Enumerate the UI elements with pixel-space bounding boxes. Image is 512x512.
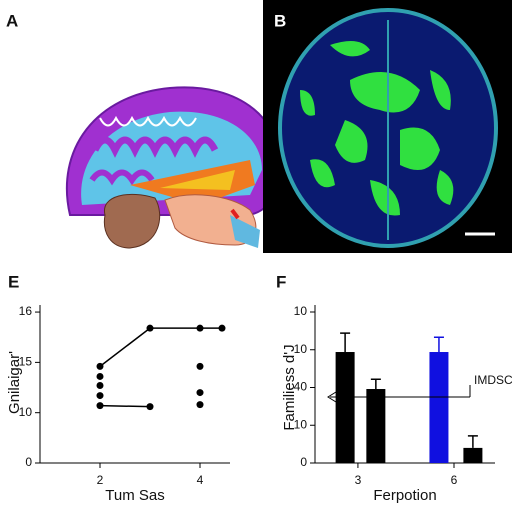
data-point bbox=[218, 324, 226, 332]
data-point bbox=[196, 324, 204, 332]
x-axis-label: Tum Sas bbox=[105, 487, 164, 504]
y-tick-label: 15 bbox=[19, 355, 33, 369]
error-bar bbox=[340, 332, 351, 353]
y-axis-label: Familiess d'J bbox=[281, 344, 298, 430]
y-axis-label: Gnilaigar' bbox=[6, 351, 23, 414]
error-bar bbox=[433, 336, 444, 353]
data-point bbox=[96, 382, 104, 390]
panel-label: E bbox=[8, 272, 19, 291]
annotation: IMDSC bbox=[474, 373, 512, 387]
y-tick-label: 16 bbox=[19, 304, 33, 318]
x-tick-label: 3 bbox=[355, 473, 362, 487]
bar bbox=[335, 352, 355, 463]
y-tick-label: 10 bbox=[294, 417, 308, 431]
brain-illustration bbox=[65, 86, 282, 249]
bar bbox=[429, 352, 449, 463]
panel-label: B bbox=[274, 11, 286, 30]
brain-scan bbox=[263, 0, 512, 253]
x-tick-label: 4 bbox=[197, 473, 204, 487]
annotation-arrow bbox=[327, 385, 471, 403]
y-tick-label: 0 bbox=[300, 455, 307, 469]
data-point bbox=[96, 362, 104, 370]
panel-label: F bbox=[276, 272, 286, 291]
bar bbox=[366, 389, 386, 463]
data-point bbox=[96, 372, 104, 380]
y-tick-label: 10 bbox=[294, 342, 308, 356]
data-line bbox=[99, 327, 222, 367]
y-tick-label: 10 bbox=[294, 304, 308, 318]
data-point bbox=[96, 392, 104, 400]
data-point bbox=[196, 401, 204, 409]
data-point bbox=[196, 362, 204, 370]
data-point bbox=[146, 324, 154, 332]
data-point bbox=[146, 403, 154, 411]
y-tick-label: 0 bbox=[25, 455, 32, 469]
data-point bbox=[196, 389, 204, 397]
panel-label: A bbox=[6, 11, 18, 30]
y-tick-label: 10 bbox=[19, 405, 33, 419]
y-tick-label: 40 bbox=[294, 380, 308, 394]
x-tick-label: 6 bbox=[451, 473, 458, 487]
x-axis-label: Ferpotion bbox=[373, 487, 436, 504]
error-bar bbox=[370, 378, 381, 390]
bar bbox=[463, 447, 483, 463]
error-bar bbox=[467, 435, 478, 448]
x-tick-label: 2 bbox=[97, 473, 104, 487]
data-point bbox=[96, 402, 104, 410]
data-line bbox=[99, 404, 151, 408]
